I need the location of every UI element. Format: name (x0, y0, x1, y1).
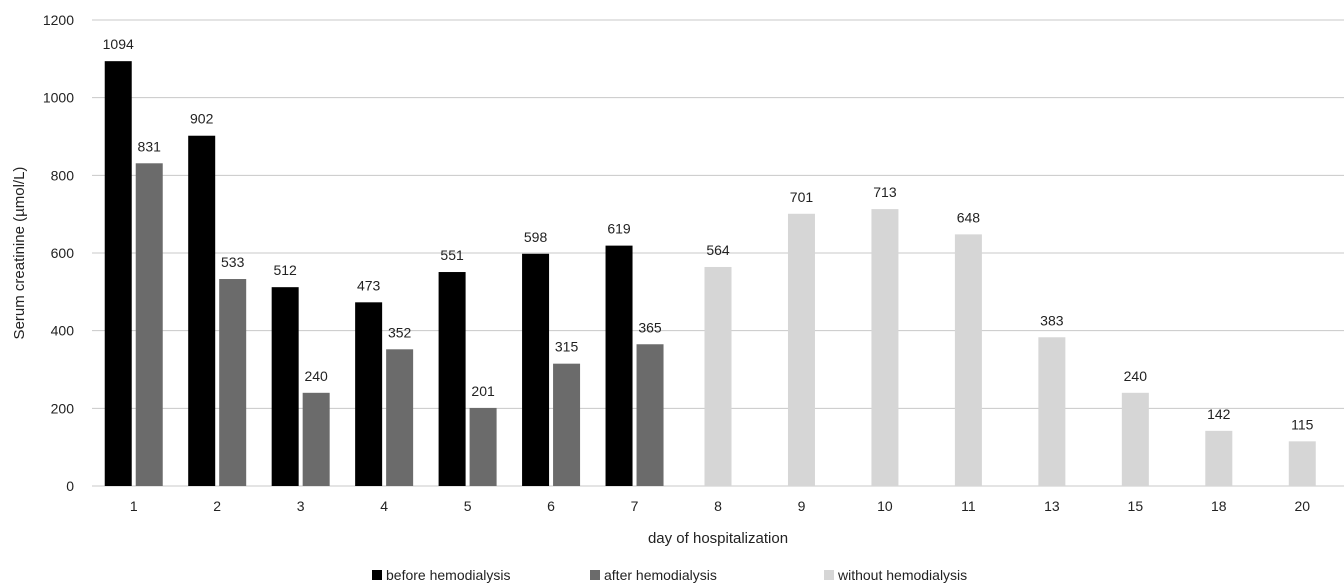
legend-swatch (824, 570, 834, 580)
x-axis-ticks: 1 2 3 4 5 6 7 8 9 10 11 13 15 18 20 (130, 498, 1310, 514)
data-label: 473 (357, 277, 381, 293)
data-label: 648 (957, 209, 981, 225)
bar-after-hemodialysis-day-7 (636, 344, 664, 486)
y-tick-label: 200 (51, 400, 75, 416)
data-label: 701 (790, 189, 814, 205)
y-axis-title: Serum creatinine (µmol/L) (11, 167, 28, 340)
data-label: 533 (221, 254, 245, 270)
data-label: 1094 (103, 36, 134, 52)
data-label: 512 (273, 262, 297, 278)
x-tick-label: 5 (464, 498, 472, 514)
x-axis-title: day of hospitalization (648, 530, 788, 547)
data-label: 142 (1207, 406, 1231, 422)
bar-before-hemodialysis-day-5 (438, 272, 466, 486)
data-label: 383 (1040, 312, 1064, 328)
bar-without-hemodialysis-day-18 (1205, 430, 1233, 486)
legend-label: before hemodialysis (386, 567, 511, 583)
x-tick-label: 6 (547, 498, 555, 514)
bar-after-hemodialysis-day-3 (302, 392, 330, 486)
x-tick-label: 9 (798, 498, 806, 514)
data-label: 619 (607, 221, 631, 237)
data-label: 831 (138, 138, 162, 154)
x-tick-label: 11 (961, 498, 976, 514)
bar-without-hemodialysis-day-15 (1121, 392, 1149, 486)
bar-before-hemodialysis-day-1 (104, 61, 132, 487)
bar-before-hemodialysis-day-2 (188, 135, 216, 486)
x-tick-label: 13 (1044, 498, 1060, 514)
legend-swatch (590, 570, 600, 580)
x-tick-label: 3 (297, 498, 305, 514)
data-label: 598 (524, 229, 548, 245)
bar-without-hemodialysis-day-10 (871, 209, 899, 486)
data-label: 902 (190, 111, 214, 127)
x-tick-label: 1 (130, 498, 138, 514)
data-label: 115 (1291, 416, 1314, 432)
bar-without-hemodialysis-day-20 (1288, 441, 1316, 486)
bar-after-hemodialysis-day-4 (386, 349, 414, 486)
y-tick-label: 800 (51, 167, 75, 183)
y-tick-label: 0 (66, 478, 74, 494)
data-label: 240 (1124, 368, 1148, 384)
legend-swatch (372, 570, 382, 580)
y-tick-label: 1000 (43, 90, 74, 106)
bar-without-hemodialysis-day-9 (787, 213, 815, 487)
x-tick-label: 15 (1128, 498, 1144, 514)
bar-without-hemodialysis-day-8 (704, 266, 732, 486)
legend-label: without hemodialysis (837, 567, 967, 583)
data-label: 240 (304, 368, 328, 384)
y-tick-label: 400 (51, 323, 75, 339)
x-tick-label: 2 (213, 498, 221, 514)
x-tick-label: 18 (1211, 498, 1227, 514)
data-label: 713 (873, 184, 897, 200)
bar-before-hemodialysis-day-6 (522, 253, 550, 486)
bar-without-hemodialysis-day-13 (1038, 337, 1066, 486)
data-label: 365 (638, 319, 662, 335)
data-label: 564 (706, 242, 730, 258)
bar-before-hemodialysis-day-3 (271, 287, 299, 486)
bar-after-hemodialysis-day-2 (219, 279, 247, 486)
y-tick-label: 600 (51, 245, 75, 261)
legend: before hemodialysis after hemodialysis wit… (372, 567, 967, 583)
y-axis-ticks: 0 200 400 600 800 1000 1200 (43, 12, 74, 494)
x-tick-label: 10 (877, 498, 893, 514)
bar-after-hemodialysis-day-1 (135, 163, 163, 487)
x-tick-label: 4 (380, 498, 388, 514)
bar-after-hemodialysis-day-6 (553, 363, 581, 486)
bar-without-hemodialysis-day-11 (954, 234, 982, 486)
x-tick-label: 8 (714, 498, 722, 514)
data-labels: 1094 831 902 533 512 240 473 352 551 201 598 315 619… (103, 36, 1314, 432)
data-label: 551 (440, 247, 464, 263)
bar-before-hemodialysis-day-4 (355, 302, 383, 486)
y-tick-label: 1200 (43, 12, 74, 28)
data-label: 352 (388, 324, 412, 340)
data-label: 315 (555, 339, 579, 355)
bars (104, 61, 1316, 487)
legend-label: after hemodialysis (604, 567, 717, 583)
data-label: 201 (471, 383, 495, 399)
bar-after-hemodialysis-day-5 (469, 407, 497, 486)
x-tick-label: 20 (1294, 498, 1310, 514)
x-tick-label: 7 (631, 498, 639, 514)
bar-before-hemodialysis-day-7 (605, 245, 633, 486)
